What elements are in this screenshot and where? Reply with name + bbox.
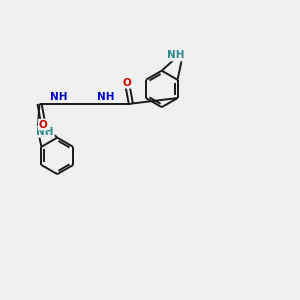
Text: NH: NH — [36, 127, 54, 137]
Text: NH: NH — [50, 92, 67, 102]
Text: O: O — [123, 78, 132, 88]
Text: NH: NH — [167, 50, 185, 61]
Text: O: O — [39, 120, 47, 130]
Text: NH: NH — [97, 92, 115, 102]
